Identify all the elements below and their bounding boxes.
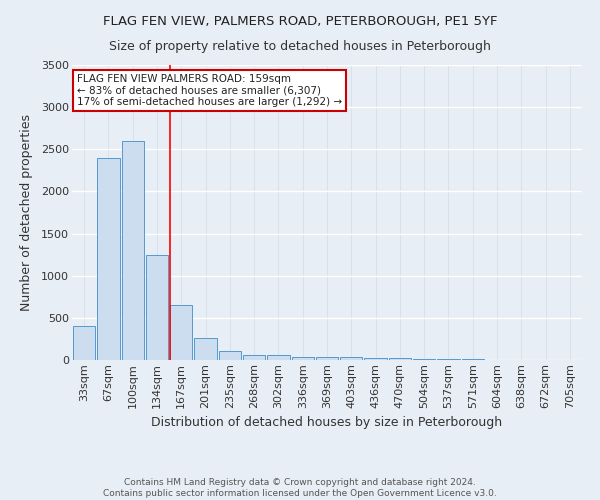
Bar — [243, 355, 265, 360]
Bar — [437, 359, 460, 360]
Bar — [413, 358, 436, 360]
Bar — [146, 254, 168, 360]
Bar — [316, 356, 338, 360]
Bar — [73, 326, 95, 360]
Y-axis label: Number of detached properties: Number of detached properties — [20, 114, 33, 311]
Bar — [267, 356, 290, 360]
Text: Contains HM Land Registry data © Crown copyright and database right 2024.
Contai: Contains HM Land Registry data © Crown c… — [103, 478, 497, 498]
X-axis label: Distribution of detached houses by size in Peterborough: Distribution of detached houses by size … — [151, 416, 503, 429]
Bar — [292, 356, 314, 360]
Bar — [340, 357, 362, 360]
Bar — [122, 141, 144, 360]
Text: Size of property relative to detached houses in Peterborough: Size of property relative to detached ho… — [109, 40, 491, 53]
Bar — [194, 338, 217, 360]
Text: FLAG FEN VIEW, PALMERS ROAD, PETERBOROUGH, PE1 5YF: FLAG FEN VIEW, PALMERS ROAD, PETERBOROUG… — [103, 15, 497, 28]
Bar — [97, 158, 119, 360]
Bar — [170, 305, 193, 360]
Bar — [389, 358, 411, 360]
Bar — [364, 358, 387, 360]
Text: FLAG FEN VIEW PALMERS ROAD: 159sqm
← 83% of detached houses are smaller (6,307)
: FLAG FEN VIEW PALMERS ROAD: 159sqm ← 83%… — [77, 74, 342, 107]
Bar — [218, 350, 241, 360]
